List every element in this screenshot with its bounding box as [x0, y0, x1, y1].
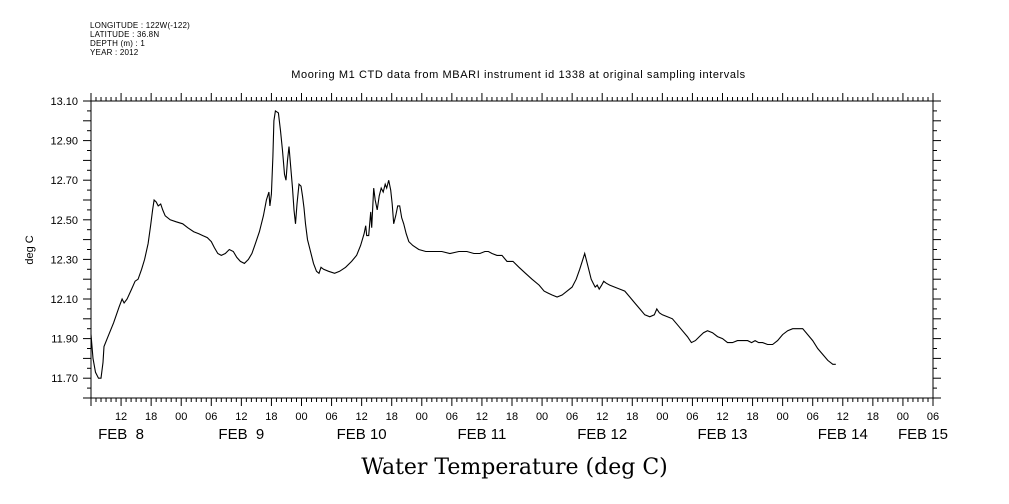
x-day-label: FEB 12 — [577, 426, 627, 443]
x-hour-label: 12 — [356, 411, 368, 423]
y-tick-labels: 11.70 11.90 12.10 12.30 12.50 12.70 12.90 13.10 — [50, 96, 78, 385]
y-tick-label: 12.10 — [50, 294, 78, 306]
x-hour-label: 12 — [596, 411, 608, 423]
x-hour-label: 00 — [416, 411, 428, 423]
plot-frame — [90, 100, 934, 399]
x-hour-label: 06 — [927, 411, 939, 423]
y-tick-label: 12.30 — [50, 254, 78, 266]
x-day-label: FEB 10 — [337, 426, 387, 443]
x-hour-label: 00 — [536, 411, 548, 423]
x-hour-label: 18 — [867, 411, 879, 423]
y-tick-label: 12.50 — [50, 215, 78, 227]
x-hour-label: 00 — [777, 411, 789, 423]
x-day-label: FEB 11 — [457, 426, 506, 443]
metadata-block: LONGITUDE : 122W(-122) LATITUDE : 36.8N … — [90, 21, 190, 57]
x-hour-label: 18 — [145, 411, 157, 423]
x-hour-label: 18 — [265, 411, 277, 423]
x-hour-label: 18 — [506, 411, 518, 423]
year-label: YEAR : 2012 — [90, 48, 139, 57]
x-hour-label: 06 — [446, 411, 458, 423]
y-tick-label: 12.90 — [50, 136, 78, 148]
x-hour-label: 06 — [686, 411, 698, 423]
x-hour-label: 18 — [746, 411, 758, 423]
x-day-label: FEB 14 — [818, 426, 868, 443]
x-day-label: FEB 9 — [218, 426, 264, 443]
x-hour-label: 12 — [235, 411, 247, 423]
x-hour-label: 18 — [386, 411, 398, 423]
x-day-label: FEB 8 — [98, 426, 144, 443]
x-axis-label: Water Temperature (deg C) — [361, 455, 668, 480]
x-hour-label: 00 — [656, 411, 668, 423]
y-tick-label: 13.10 — [50, 96, 78, 108]
axis-ticks — [83, 93, 941, 406]
x-hour-label: 06 — [807, 411, 819, 423]
x-day-label: FEB 13 — [697, 426, 747, 443]
y-axis-label: deg C — [24, 235, 36, 264]
longitude-label: LONGITUDE : 122W(-122) — [90, 21, 190, 30]
x-hour-label: 06 — [205, 411, 217, 423]
x-hour-label: 18 — [626, 411, 638, 423]
x-tick-labels: 12 18 00 06 12 18 00 06 12 18 00 06 12 18 00 06 12 18 00 06… — [98, 411, 948, 443]
x-hour-label: 12 — [837, 411, 849, 423]
x-day-label: FEB 15 — [898, 426, 948, 443]
x-hour-label: 12 — [476, 411, 488, 423]
x-hour-label: 00 — [897, 411, 909, 423]
series-line-water-temperature — [90, 109, 836, 379]
x-hour-label: 00 — [175, 411, 187, 423]
y-tick-label: 12.70 — [50, 175, 78, 187]
x-hour-label: 00 — [295, 411, 307, 423]
depth-label: DEPTH (m) : 1 — [90, 39, 146, 48]
x-hour-label: 12 — [115, 411, 127, 423]
x-hour-label: 12 — [716, 411, 728, 423]
chart-title: Mooring M1 CTD data from MBARI instrumen… — [291, 69, 746, 81]
latitude-label: LATITUDE : 36.8N — [90, 30, 160, 39]
y-tick-label: 11.90 — [51, 334, 78, 346]
y-tick-label: 11.70 — [51, 373, 78, 385]
x-hour-label: 06 — [325, 411, 337, 423]
x-hour-label: 06 — [566, 411, 578, 423]
